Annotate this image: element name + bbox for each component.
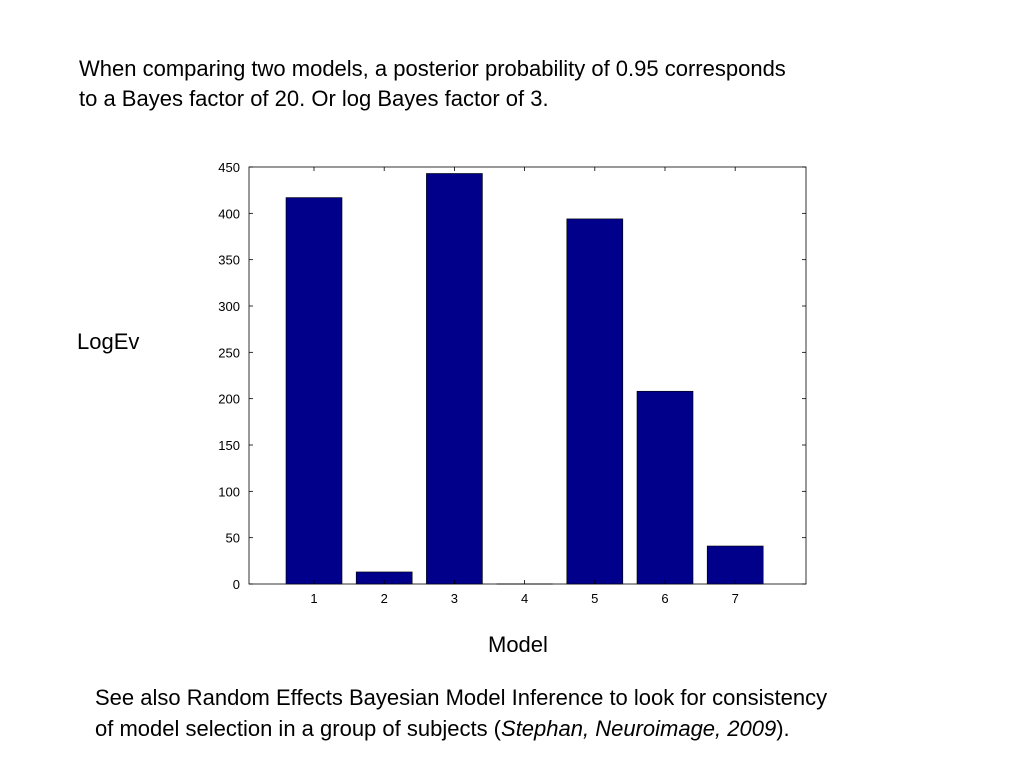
- bar: [285, 197, 343, 585]
- footer-line-2: of model selection in a group of subject…: [95, 713, 995, 744]
- intro-text: When comparing two models, a posterior p…: [79, 54, 979, 114]
- y-tick-label: 300: [218, 299, 240, 314]
- x-tick-label: 6: [661, 591, 668, 606]
- bar: [636, 390, 694, 585]
- chart-bars: [285, 173, 764, 585]
- intro-line-2: to a Bayes factor of 20. Or log Bayes fa…: [79, 86, 549, 111]
- intro-line-1: When comparing two models, a posterior p…: [79, 56, 786, 81]
- y-tick-label: 50: [226, 531, 240, 546]
- x-tick-label: 2: [381, 591, 388, 606]
- y-tick-label: 150: [218, 438, 240, 453]
- x-tick-label: 3: [451, 591, 458, 606]
- y-tick-label: 450: [218, 160, 240, 175]
- citation: Stephan, Neuroimage, 2009: [501, 716, 777, 741]
- bar: [426, 173, 483, 585]
- y-tick-label: 200: [218, 392, 240, 407]
- bar: [706, 545, 764, 585]
- y-tick-label: 250: [218, 345, 240, 360]
- y-axis-label: LogEv: [77, 329, 140, 354]
- footer-line-1: See also Random Effects Bayesian Model I…: [95, 685, 828, 710]
- footer-line-2-suffix: ).: [776, 716, 790, 741]
- y-tick-label: 350: [218, 253, 240, 268]
- x-tick-label: 7: [732, 591, 739, 606]
- footer-text: See also Random Effects Bayesian Model I…: [95, 682, 995, 744]
- x-axis-label: Model: [488, 632, 548, 657]
- x-tick-label: 1: [310, 591, 317, 606]
- footer-line-2-prefix: of model selection in a group of subject…: [95, 716, 502, 741]
- x-tick-label: 5: [591, 591, 598, 606]
- x-tick-label: 4: [521, 591, 528, 606]
- bar: [566, 218, 624, 585]
- y-tick-label: 400: [218, 206, 240, 221]
- y-tick-label: 100: [218, 484, 240, 499]
- chart-ticks: 1 2 3 4 5 6 7 0 50 100 150 200 250 300 350 400 450: [218, 160, 806, 606]
- y-tick-label: 0: [233, 577, 240, 592]
